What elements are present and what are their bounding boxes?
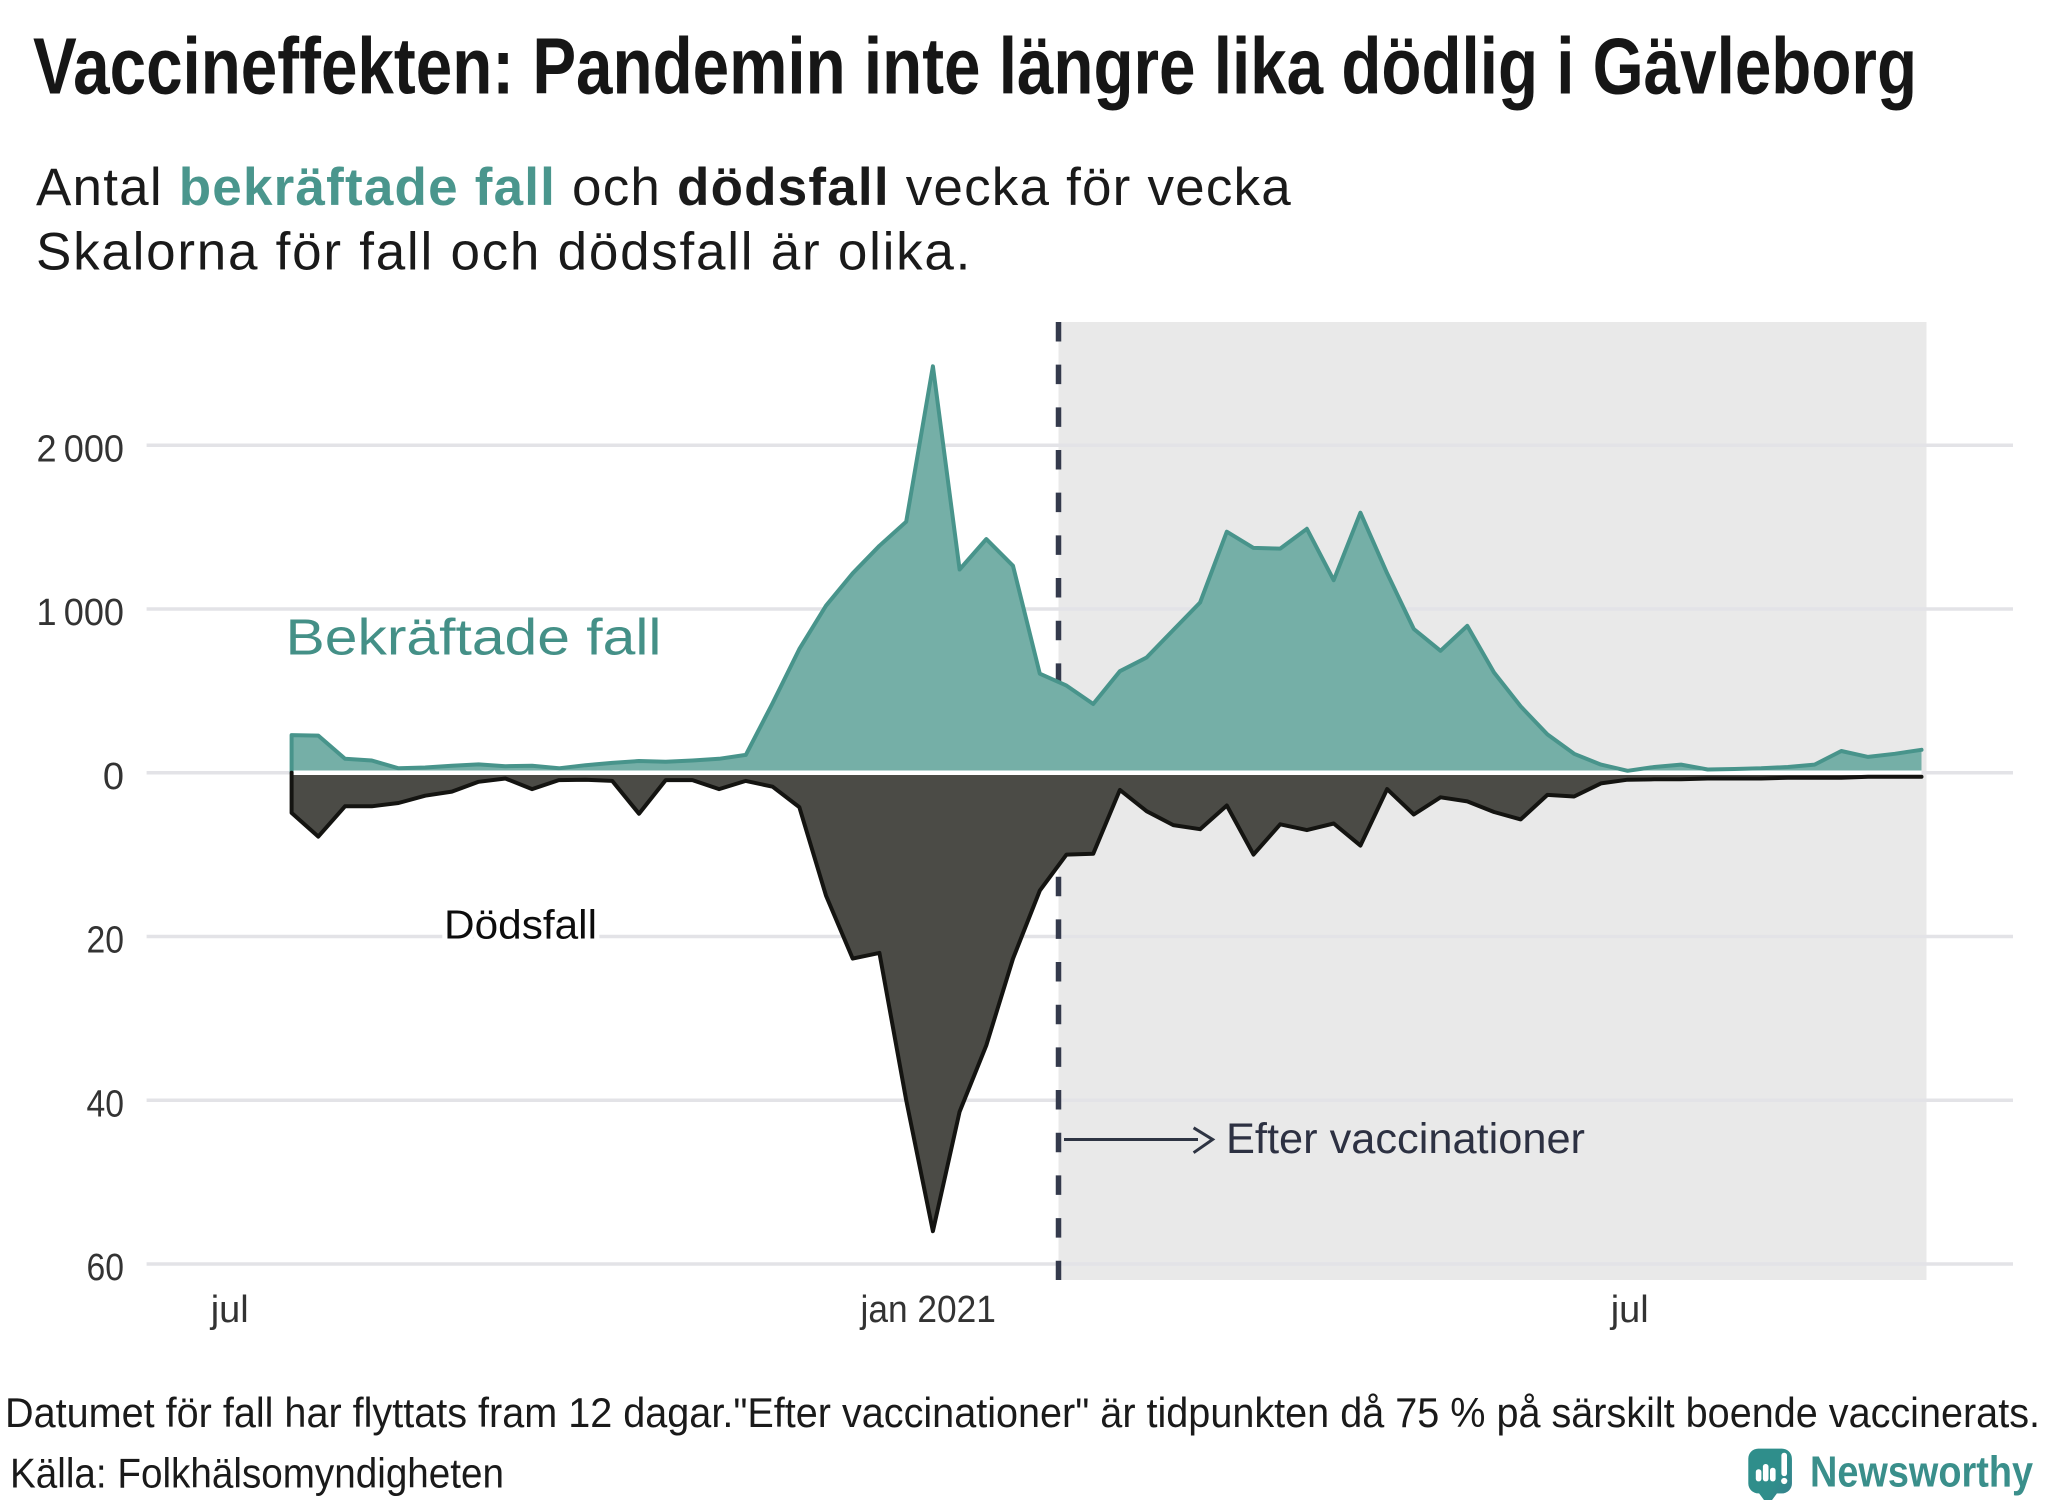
svg-text:20: 20 [87,920,125,962]
svg-text:Skalorna för fall och dödsfall: Skalorna för fall och dödsfall är olika. [36,223,972,282]
svg-text:Newsworthy: Newsworthy [1810,1448,2033,1497]
svg-text:Datumet för fall har flyttats: Datumet för fall har flyttats fram 12 da… [5,1389,2040,1436]
svg-text:40: 40 [87,1083,125,1125]
svg-text:Bekräftade fall: Bekräftade fall [286,609,662,666]
svg-text:jan 2021: jan 2021 [860,1289,996,1331]
svg-text:1 000: 1 000 [37,592,125,634]
svg-text:jul: jul [1610,1289,1649,1331]
svg-text:Dödsfall: Dödsfall [444,902,597,948]
svg-text:jul: jul [210,1289,249,1331]
svg-text:Efter vaccinationer: Efter vaccinationer [1226,1115,1585,1163]
svg-text:2 000: 2 000 [37,428,125,470]
svg-text:Källa: Folkhälsomyndigheten: Källa: Folkhälsomyndigheten [10,1450,504,1497]
svg-text:60: 60 [87,1247,125,1289]
svg-text:Vaccineffekten: Pandemin inte: Vaccineffekten: Pandemin inte längre lik… [33,22,1917,111]
svg-text:0: 0 [103,756,124,798]
svg-text:Antal bekräftade fall och döds: Antal bekräftade fall och dödsfall vecka… [36,158,1292,217]
